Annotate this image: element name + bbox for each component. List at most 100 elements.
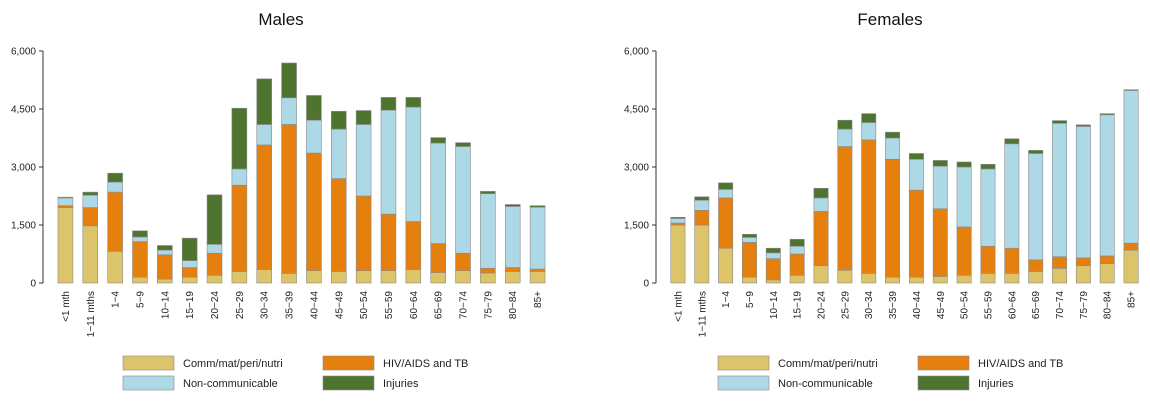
bar-segment-0 xyxy=(1052,268,1067,284)
bar-segment-3 xyxy=(256,78,272,125)
bar-segment-1 xyxy=(980,245,996,274)
bar-segment-0 xyxy=(82,225,99,284)
bar-segment-3 xyxy=(1052,120,1067,124)
bar-segment-2 xyxy=(1052,123,1067,258)
bar-segment-1 xyxy=(82,207,99,227)
bar-segment-2 xyxy=(405,106,422,222)
bar-segment-3 xyxy=(82,191,99,196)
x-tick-label: 30−34 xyxy=(260,291,271,320)
bar-segment-2 xyxy=(837,128,853,147)
bar-segment-1 xyxy=(405,221,422,270)
legend-swatch xyxy=(322,375,375,391)
x-tick-label: 65−69 xyxy=(434,291,445,320)
bar-segment-3 xyxy=(1099,113,1115,116)
bar-segment-1 xyxy=(1075,257,1091,266)
y-tick-label: 4,500 xyxy=(624,105,649,116)
legend-label: Comm/mat/peri/nutri xyxy=(183,358,283,370)
x-tick-label: 1−11 mths xyxy=(697,291,708,337)
chart-panel-1: Females 0 1,500 3,000 4,500 6,000 <1 mth 1−11 m… xyxy=(624,10,1139,391)
bar-segment-0 xyxy=(306,270,322,284)
x-tick-label: 15−19 xyxy=(793,291,804,320)
bar-segment-2 xyxy=(1028,153,1044,261)
bar-segment-2 xyxy=(1075,126,1091,259)
bar-segment-1 xyxy=(256,144,272,270)
bar-segment-1 xyxy=(504,267,521,272)
bar-segment-3 xyxy=(380,97,397,111)
bar-segment-0 xyxy=(670,224,686,284)
legend-swatch xyxy=(122,355,175,371)
bar-segment-3 xyxy=(837,119,853,130)
bar-segment-1 xyxy=(107,191,123,252)
bar-segment-0 xyxy=(813,265,829,284)
bar-segment-2 xyxy=(1004,143,1020,249)
x-tick-label: <1 mth xyxy=(673,291,684,322)
bar-segment-0 xyxy=(885,276,901,284)
bar-segment-0 xyxy=(837,269,853,284)
bar-segment-1 xyxy=(789,253,805,276)
x-tick-label: 60−64 xyxy=(1007,291,1018,320)
x-tick-label: 35−39 xyxy=(888,291,899,320)
x-tick-label: 80−84 xyxy=(508,291,519,320)
bar-segment-0 xyxy=(908,276,924,284)
bar-segment-1 xyxy=(765,258,781,281)
bar-segment-3 xyxy=(932,160,948,167)
bar-segment-0 xyxy=(181,276,198,284)
bar-segment-1 xyxy=(480,268,496,274)
bar-segment-2 xyxy=(932,165,948,210)
bar-segment-3 xyxy=(529,205,546,208)
x-tick-label: 75−79 xyxy=(1079,291,1090,320)
x-tick-label: 1−4 xyxy=(721,291,732,308)
bar-segment-2 xyxy=(813,197,829,212)
x-tick-label: 50−54 xyxy=(359,291,370,320)
bar-segment-0 xyxy=(430,272,446,284)
bar-segment-3 xyxy=(405,97,422,108)
bar-segment-3 xyxy=(670,216,686,219)
bar-segment-1 xyxy=(718,197,734,249)
bar-segment-3 xyxy=(813,187,829,199)
bar-segment-0 xyxy=(861,273,877,284)
bar-segment-1 xyxy=(1052,256,1067,269)
bar-segment-0 xyxy=(157,278,173,284)
bar-segment-0 xyxy=(405,269,422,284)
y-tick-label: 0 xyxy=(643,279,649,290)
bar-segment-1 xyxy=(956,226,972,276)
bar-segment-2 xyxy=(789,245,805,255)
x-tick-label: 5−9 xyxy=(135,291,146,308)
y-tick-label: 0 xyxy=(30,279,36,290)
bar-segment-3 xyxy=(455,142,471,147)
bar-segment-0 xyxy=(107,250,123,284)
x-tick-label: 35−39 xyxy=(285,291,296,320)
chart-panel-0: Males 0 1,500 3,000 4,500 6,000 <1 mth 1−11 mth… xyxy=(11,10,546,391)
legend-swatch xyxy=(917,375,970,391)
x-tick-label: 45−49 xyxy=(936,291,947,320)
bar-segment-3 xyxy=(355,110,372,125)
bar-segment-2 xyxy=(355,124,372,197)
bar-segment-2 xyxy=(765,252,781,259)
x-tick-label: 45−49 xyxy=(334,291,345,320)
bar-segment-3 xyxy=(132,230,148,238)
bar-segment-1 xyxy=(932,208,948,277)
x-tick-label: 20−24 xyxy=(210,291,221,320)
bar-segment-0 xyxy=(956,274,972,284)
bar-segment-2 xyxy=(980,168,996,247)
x-tick-label: 55−59 xyxy=(983,291,994,320)
bar-segment-3 xyxy=(1004,138,1020,145)
bar-segment-2 xyxy=(132,236,148,242)
bar-segment-2 xyxy=(504,206,521,268)
bar-segment-3 xyxy=(206,194,223,245)
bar-segment-0 xyxy=(355,270,372,284)
x-tick-label: 70−74 xyxy=(459,291,470,320)
bar-segment-2 xyxy=(861,122,877,141)
x-tick-label: 20−24 xyxy=(817,291,828,320)
bar-segment-3 xyxy=(742,233,757,238)
x-tick-label: 1−4 xyxy=(111,291,122,308)
bar-segment-3 xyxy=(504,204,521,207)
chart-title: Females xyxy=(857,10,922,29)
bar-segment-3 xyxy=(57,196,74,199)
bar-segment-0 xyxy=(718,247,734,284)
bar-segment-2 xyxy=(718,189,734,199)
y-tick-label: 3,000 xyxy=(624,163,649,174)
bar-segment-3 xyxy=(480,191,496,194)
y-tick-label: 6,000 xyxy=(624,47,649,58)
